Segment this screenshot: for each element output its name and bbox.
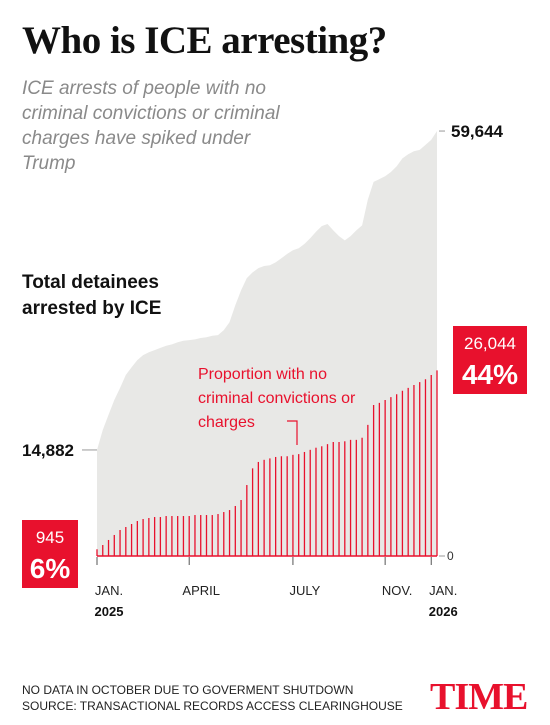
series-label: Total detainees arrested by ICE (22, 272, 162, 319)
subtitle: ICE arrests of people with no criminal c… (22, 78, 280, 174)
x-tick-label: JAN. (429, 583, 457, 598)
area (97, 131, 437, 556)
y-tick-label: 0 (447, 549, 454, 563)
data-label: 44% (462, 359, 518, 390)
source: SOURCE: TRANSACTIONAL RECORDS ACCESS CLE… (22, 699, 403, 713)
x-tick-year: 2025 (95, 604, 124, 619)
data-label: 26,044 (464, 334, 516, 353)
data-label: 6% (30, 553, 71, 584)
x-tick-label: JAN. (95, 583, 123, 598)
data-label: 14,882 (22, 441, 74, 460)
label-box (453, 326, 527, 394)
x-tick-label: NOV. (382, 583, 413, 598)
leader (287, 420, 298, 445)
x-tick-label: APRIL (182, 583, 220, 598)
x-tick-label: JULY (290, 583, 321, 598)
note: NO DATA IN OCTOBER DUE TO GOVERMENT SHUT… (22, 683, 354, 697)
x-tick-year: 2026 (429, 604, 458, 619)
label-box (22, 520, 78, 588)
data-label: 59,644 (451, 122, 504, 141)
logo: TIME (430, 676, 528, 718)
chart-title: Who is ICE arresting? (22, 19, 387, 62)
data-label: 945 (36, 528, 64, 547)
series-label: Proportion with no criminal convictions … (198, 366, 356, 431)
